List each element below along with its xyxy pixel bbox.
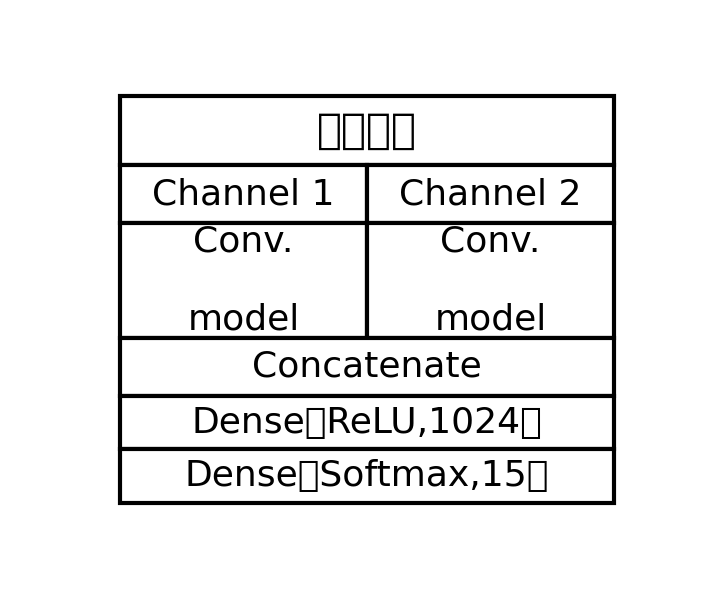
Bar [120,96,614,165]
Text: Dense（ReLU,1024）: Dense（ReLU,1024） [192,406,542,439]
Text: Dense（Softmax,15）: Dense（Softmax,15） [185,459,549,493]
Bar [367,224,614,337]
Text: Channel 1: Channel 1 [153,177,335,211]
Bar [120,165,367,224]
Bar [120,449,614,503]
Bar [120,337,614,396]
Bar [120,224,367,337]
Text: Concatenate: Concatenate [252,350,482,384]
Bar [367,165,614,224]
Text: 音频输入: 音频输入 [317,110,417,152]
Text: Conv.

model: Conv. model [188,224,299,337]
Text: Channel 2: Channel 2 [399,177,581,211]
Text: Conv.

model: Conv. model [435,224,546,337]
Bar [120,396,614,449]
